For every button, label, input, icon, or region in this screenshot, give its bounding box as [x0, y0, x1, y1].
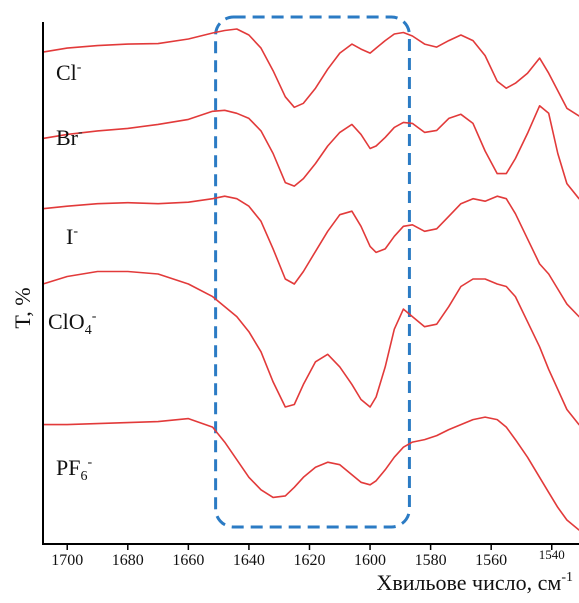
series-line-i — [42, 195, 579, 318]
x-tick-label: 1660 — [172, 552, 204, 569]
x-ticks: 1700 1680 1660 1640 1620 1600 1580 1560 1540 — [51, 544, 565, 569]
highlight-box — [214, 15, 411, 529]
trace-label-pf: PF6- — [56, 455, 92, 484]
y-axis-label: T, % — [10, 287, 35, 328]
highlight-box-layer — [214, 15, 411, 529]
trace-label-clo: ClO4- — [48, 309, 97, 338]
trace-label-br: Br- — [56, 125, 83, 150]
x-tick-label: 1580 — [415, 552, 447, 569]
x-axis-label: Хвильове число, см-1 — [376, 570, 573, 595]
series-line-clo — [42, 270, 579, 426]
series-line-br — [42, 105, 579, 200]
x-tick-label: 1640 — [233, 552, 265, 569]
x-tick-label: 1680 — [112, 552, 144, 569]
x-tick-label: 1700 — [51, 552, 83, 569]
series-line-cl — [42, 28, 579, 117]
x-tick-label: 1540 — [539, 547, 565, 562]
x-tick-label: 1620 — [293, 552, 325, 569]
trace-label-cl: Cl- — [56, 60, 82, 85]
spectra-traces — [42, 28, 579, 531]
axes — [42, 22, 579, 545]
trace-label-i: I- — [66, 224, 78, 249]
x-tick-label: 1600 — [354, 552, 386, 569]
series-line-pf — [42, 416, 579, 531]
x-tick-label: 1560 — [475, 552, 507, 569]
trace-labels: Cl- Br- I- ClO4- PF6- — [48, 60, 97, 484]
